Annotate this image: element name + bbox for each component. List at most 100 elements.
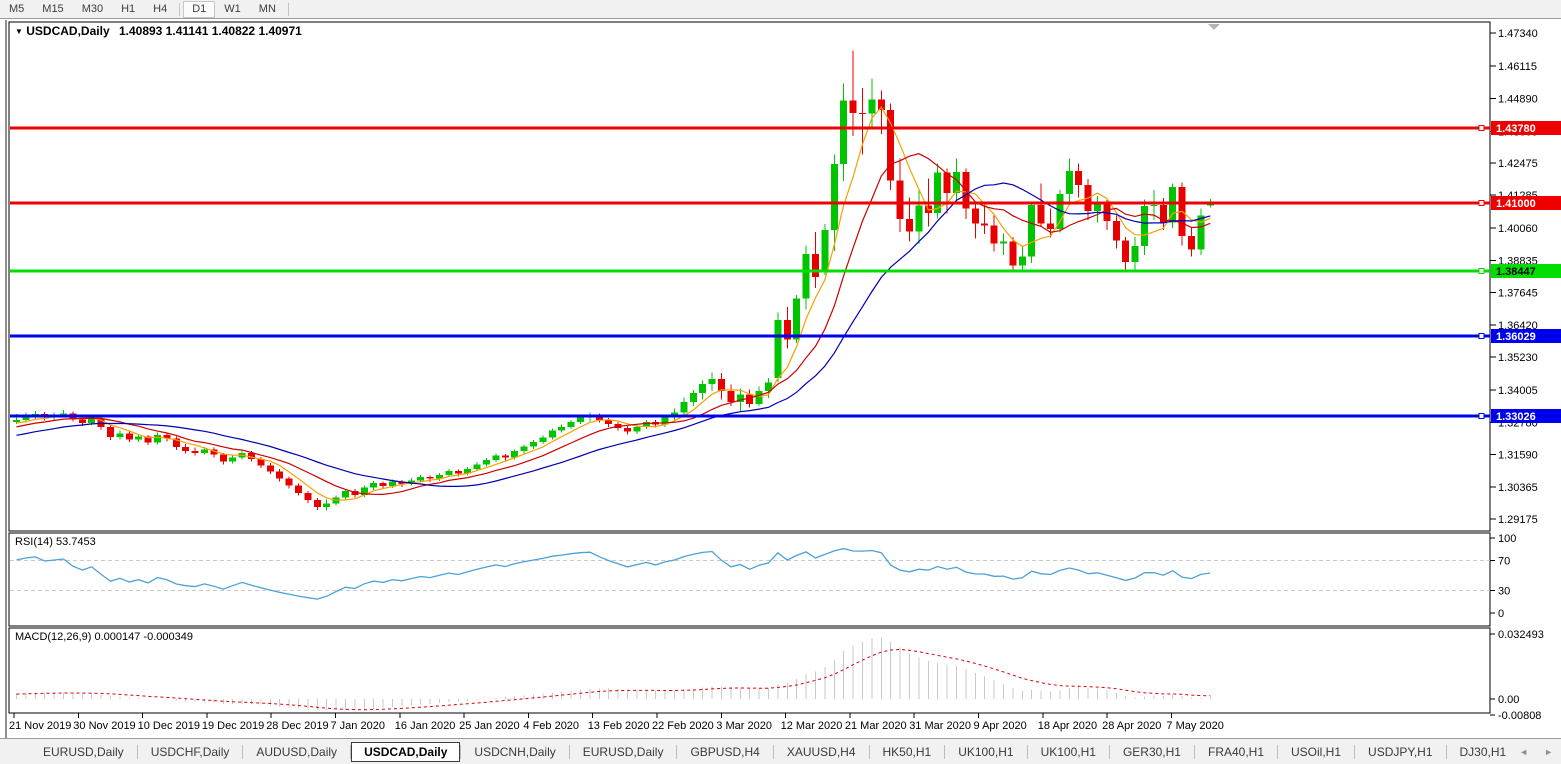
line-handle[interactable]: [1478, 413, 1485, 419]
price-axis-tick: 1.37645: [1498, 287, 1538, 299]
tab-separator: [868, 744, 870, 759]
timeframe-button-w1[interactable]: W1: [224, 2, 241, 15]
date-axis-label: 16 Jan 2020: [395, 720, 456, 732]
svg-text:1.33026: 1.33026: [1496, 411, 1536, 423]
date-axis-label: 31 Mar 2020: [909, 720, 971, 732]
date-axis-label: 19 Dec 2019: [202, 720, 264, 732]
date-axis-label: 13 Feb 2020: [588, 720, 650, 732]
date-axis-label: 21 Mar 2020: [845, 720, 907, 732]
date-axis-label: 4 Feb 2020: [523, 720, 579, 732]
chart-tab-eurusd-daily[interactable]: EURUSD,Daily: [43, 744, 124, 759]
date-axis-label: 21 Nov 2019: [9, 720, 71, 732]
date-axis-label: 22 Feb 2020: [652, 720, 714, 732]
chart-tab-fra40-h1[interactable]: FRA40,H1: [1207, 744, 1265, 759]
svg-text:1.43780: 1.43780: [1496, 123, 1536, 135]
date-axis-label: 28 Apr 2020: [1102, 720, 1161, 732]
toolbar-separator: [287, 2, 289, 16]
price-axis-tick: 1.46115: [1498, 61, 1537, 73]
date-axis-label: 3 Mar 2020: [716, 720, 772, 732]
tab-separator: [568, 744, 570, 759]
main-panel-frame: [8, 21, 1491, 532]
tab-separator: [242, 744, 244, 759]
chart-tab-eurusd-daily[interactable]: EURUSD,Daily: [582, 744, 664, 759]
tab-nav: ◄ ►: [1519, 747, 1561, 757]
rsi-panel-frame: [8, 532, 1491, 627]
tab-separator: [1108, 744, 1110, 759]
chart-tab-uk100-h1[interactable]: UK100,H1: [1040, 744, 1096, 759]
date-axis-label: 28 Dec 2019: [266, 720, 328, 732]
chart-plot-area[interactable]: [9, 22, 1490, 531]
ma-slow-line: [16, 182, 1211, 487]
timeframe-button-m15[interactable]: M15: [42, 2, 64, 15]
line-handle[interactable]: [1478, 125, 1485, 131]
svg-text:1.36029: 1.36029: [1496, 331, 1536, 343]
chart-tab-usoil-h1[interactable]: USOil,H1: [1291, 744, 1342, 759]
price-axis-tick: 1.34005: [1498, 385, 1538, 397]
svg-text:1.41000: 1.41000: [1496, 198, 1536, 210]
price-axis-tick: 1.40060: [1498, 223, 1538, 235]
price-axis-tick: 1.44890: [1498, 94, 1538, 106]
date-axis-label: 10 Dec 2019: [138, 720, 200, 732]
macd-axis-tick: 0.032493: [1498, 629, 1544, 641]
date-axis-label: 30 Nov 2019: [73, 720, 135, 732]
tab-separator: [1193, 744, 1195, 759]
price-axis-tick: 1.35230: [1498, 352, 1538, 364]
rsi-axis-tick: 0: [1498, 608, 1504, 620]
date-axis-label: 18 Apr 2020: [1038, 720, 1097, 732]
ma-fast-line: [16, 106, 1211, 501]
timeframe-button-m5[interactable]: M5: [9, 2, 25, 15]
toolbar-separator: [179, 2, 181, 16]
price-line-tag: 1.33026: [1491, 409, 1561, 423]
chart-tab-usdchf-daily[interactable]: USDCHF,Daily: [150, 744, 230, 759]
panel-divider[interactable]: [7, 625, 1490, 628]
tabs-next-icon[interactable]: ►: [1544, 746, 1554, 757]
price-axis-tick: 1.30365: [1498, 482, 1538, 494]
chart-tab-dj30-h1[interactable]: DJ30,H1: [1459, 744, 1507, 759]
price-axis-tick: 1.31590: [1498, 449, 1538, 461]
rsi-panel: 100 70 30 0: [10, 533, 1516, 620]
candlesticks: [13, 50, 1214, 511]
chart-tab-hk50-h1[interactable]: HK50,H1: [882, 744, 932, 759]
chart-tab-audusd-daily[interactable]: AUDUSD,Daily: [256, 744, 338, 759]
price-axis-tick: 1.29175: [1498, 514, 1538, 526]
chart-tab-xauusd-h4[interactable]: XAUUSD,H4: [786, 744, 856, 759]
date-axis-label: 12 Mar 2020: [781, 720, 843, 732]
line-handle[interactable]: [1478, 200, 1485, 206]
macd-axis-tick: 0.00: [1498, 694, 1519, 706]
rsi-axis-tick: 100: [1498, 533, 1516, 545]
chart-tabs: EURUSD,Daily USDCHF,Daily AUDUSD,Daily USDC…: [30, 741, 1519, 762]
tabs-prev-icon[interactable]: ◄: [1519, 746, 1529, 757]
chart-tab-usdjpy-h1[interactable]: USDJPY,H1: [1368, 744, 1433, 759]
price-axis-tick: 1.47340: [1498, 28, 1538, 40]
date-axis[interactable]: 21 Nov 2019 30 Nov 2019 10 Dec 2019 19 Dec …: [9, 713, 1224, 732]
timeframe-button-h4[interactable]: H4: [153, 2, 168, 15]
panel-divider[interactable]: [7, 530, 1490, 533]
chart-canvas[interactable]: 1.473401.461151.448901.436651.424751.412…: [7, 20, 1561, 738]
chart-tab-usdcnh-daily[interactable]: USDCNH,Daily: [474, 744, 556, 759]
price-line-tag: 1.41000: [1491, 196, 1561, 210]
price-line-tag: 1.38447: [1491, 264, 1561, 278]
chart-tab-usdcad-daily[interactable]: USDCAD,Daily: [351, 741, 461, 762]
line-handle[interactable]: [1478, 268, 1485, 274]
date-axis-label: 7 Jan 2020: [331, 720, 385, 732]
chart-tab-uk100-h1[interactable]: UK100,H1: [958, 744, 1014, 759]
chart-tab-gbpusd-h4[interactable]: GBPUSD,H4: [690, 744, 760, 759]
timeframe-button-d1[interactable]: D1: [183, 0, 216, 18]
macd-panel: 0.032493 0.00 -0.00808: [16, 629, 1544, 722]
line-handle[interactable]: [1478, 333, 1485, 339]
tab-separator: [1354, 744, 1356, 759]
ma-mid-line: [16, 153, 1211, 496]
rsi-line: [16, 547, 1211, 600]
chart-window: 1.473401.461151.448901.436651.424751.412…: [5, 20, 1561, 738]
timeframe-button-m30[interactable]: M30: [81, 2, 104, 15]
date-axis-label: 25 Jan 2020: [459, 720, 520, 732]
chart-tab-bar: EURUSD,Daily USDCHF,Daily AUDUSD,Daily USDC…: [0, 738, 1561, 764]
tab-separator: [1026, 744, 1028, 759]
chart-tab-ger30-h1[interactable]: GER30,H1: [1122, 744, 1181, 759]
timeframe-button-h1[interactable]: H1: [121, 2, 136, 15]
shift-marker-icon[interactable]: [1208, 24, 1220, 30]
tab-separator: [460, 744, 462, 759]
macd-signal-line: [16, 648, 1211, 711]
timeframe-button-mn[interactable]: MN: [258, 2, 276, 15]
